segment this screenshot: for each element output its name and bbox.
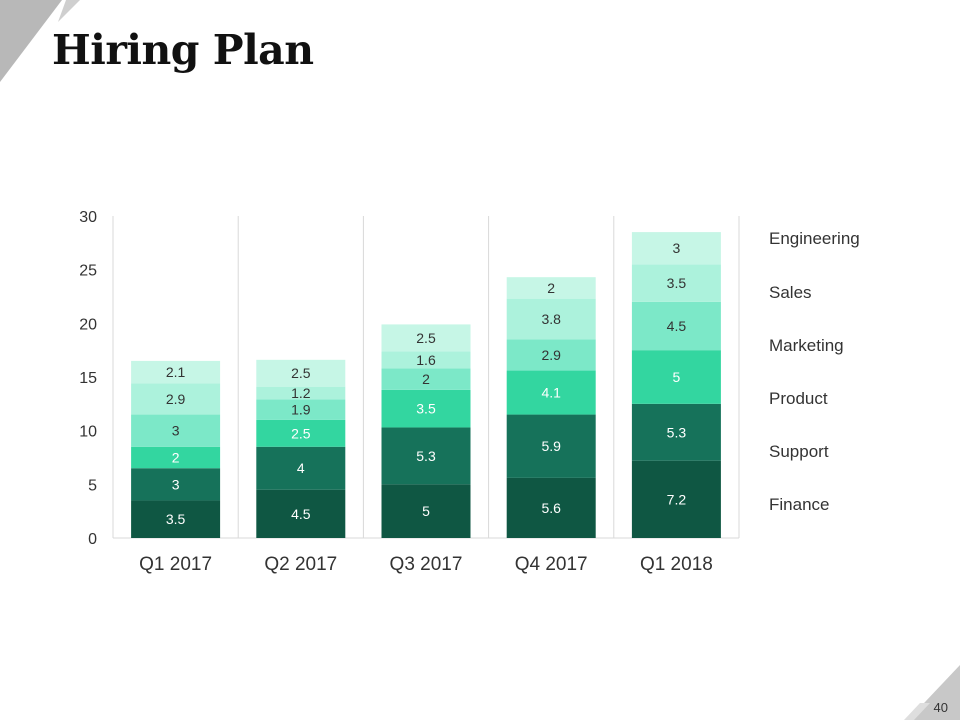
data-label: 3 [673, 240, 681, 256]
bar-product-q2-2017 [256, 419, 346, 447]
legend-entry-sales: Sales [769, 283, 812, 302]
bar-support-q1-2018 [631, 403, 721, 461]
data-label: 3.5 [667, 275, 687, 291]
data-label: 2 [422, 371, 430, 387]
data-label: 2 [547, 280, 555, 296]
data-label: 2.1 [166, 364, 186, 380]
y-tick-label: 10 [79, 424, 97, 441]
bar-finance-q1-2017 [131, 500, 221, 538]
data-label: 5.3 [416, 448, 436, 464]
data-label: 2.5 [291, 365, 311, 381]
data-label: 2.9 [166, 391, 186, 407]
data-label: 5 [673, 369, 681, 385]
bar-finance-q4-2017 [506, 477, 596, 538]
bar-engineering-q3-2017 [381, 324, 471, 352]
data-label: 5 [422, 503, 430, 519]
bar-finance-q2-2017 [256, 489, 346, 538]
bar-sales-q3-2017 [381, 351, 471, 369]
bar-support-q3-2017 [381, 427, 471, 485]
corner-decoration-top-left [0, 0, 80, 82]
data-label: 5.3 [667, 424, 687, 440]
x-tick-label: Q2 2017 [264, 554, 337, 575]
data-label: 7.2 [667, 491, 687, 507]
data-label: 4.5 [667, 318, 687, 334]
data-label: 5.9 [541, 438, 561, 454]
legend-entry-marketing: Marketing [769, 336, 844, 355]
x-tick-label: Q3 2017 [390, 554, 463, 575]
bar-support-q2-2017 [256, 446, 346, 490]
bar-sales-q1-2018 [631, 264, 721, 302]
legend-entry-support: Support [769, 442, 829, 461]
bar-product-q3-2017 [381, 389, 471, 428]
data-label: 2.5 [416, 330, 436, 346]
bar-marketing-q4-2017 [506, 339, 596, 371]
x-tick-label: Q1 2017 [139, 554, 212, 575]
data-label: 3 [172, 476, 180, 492]
bar-finance-q3-2017 [381, 484, 471, 538]
bar-marketing-q1-2018 [631, 301, 721, 351]
corner-decoration-bottom-right [904, 665, 960, 720]
bar-support-q1-2017 [131, 468, 221, 501]
page-title: Hiring Plan [52, 26, 314, 74]
bar-product-q1-2018 [631, 350, 721, 404]
data-label: 2.9 [541, 347, 561, 363]
y-tick-label: 0 [88, 531, 97, 548]
data-label: 4.1 [541, 385, 561, 401]
bar-finance-q1-2018 [631, 460, 721, 538]
bar-product-q1-2017 [131, 446, 221, 469]
bar-engineering-q2-2017 [256, 359, 346, 387]
bar-marketing-q3-2017 [381, 368, 471, 390]
bar-support-q4-2017 [506, 414, 596, 478]
bar-sales-q4-2017 [506, 298, 596, 340]
x-tick-label: Q1 2018 [640, 554, 713, 575]
bar-marketing-q1-2017 [131, 414, 221, 447]
legend-entry-finance: Finance [769, 495, 830, 514]
y-tick-label: 25 [79, 263, 97, 280]
bar-engineering-q1-2017 [131, 360, 221, 384]
legend-entry-engineering: Engineering [769, 229, 860, 248]
y-tick-label: 15 [79, 370, 97, 387]
data-label: 4 [297, 460, 305, 476]
page-number: 40 [933, 700, 948, 715]
bar-sales-q1-2017 [131, 383, 221, 415]
data-label: 2 [172, 450, 180, 466]
data-label: 1.9 [291, 402, 311, 418]
data-label: 3.8 [541, 311, 561, 327]
data-label: 2.5 [291, 425, 311, 441]
bar-engineering-q1-2018 [631, 232, 721, 265]
y-tick-label: 30 [79, 209, 97, 226]
y-tick-label: 20 [79, 316, 97, 333]
data-label: 1.6 [416, 352, 436, 368]
x-tick-label: Q4 2017 [515, 554, 588, 575]
data-label: 1.2 [291, 385, 311, 401]
legend-entry-product: Product [769, 389, 828, 408]
bar-sales-q2-2017 [256, 386, 346, 400]
data-label: 5.6 [541, 500, 561, 516]
y-tick-label: 5 [88, 477, 97, 494]
bar-product-q4-2017 [506, 370, 596, 415]
data-label: 3.5 [416, 401, 436, 417]
bar-engineering-q4-2017 [506, 277, 596, 299]
data-label: 4.5 [291, 506, 311, 522]
data-label: 3.5 [166, 511, 186, 527]
data-label: 3 [172, 423, 180, 439]
bar-marketing-q2-2017 [256, 399, 346, 420]
